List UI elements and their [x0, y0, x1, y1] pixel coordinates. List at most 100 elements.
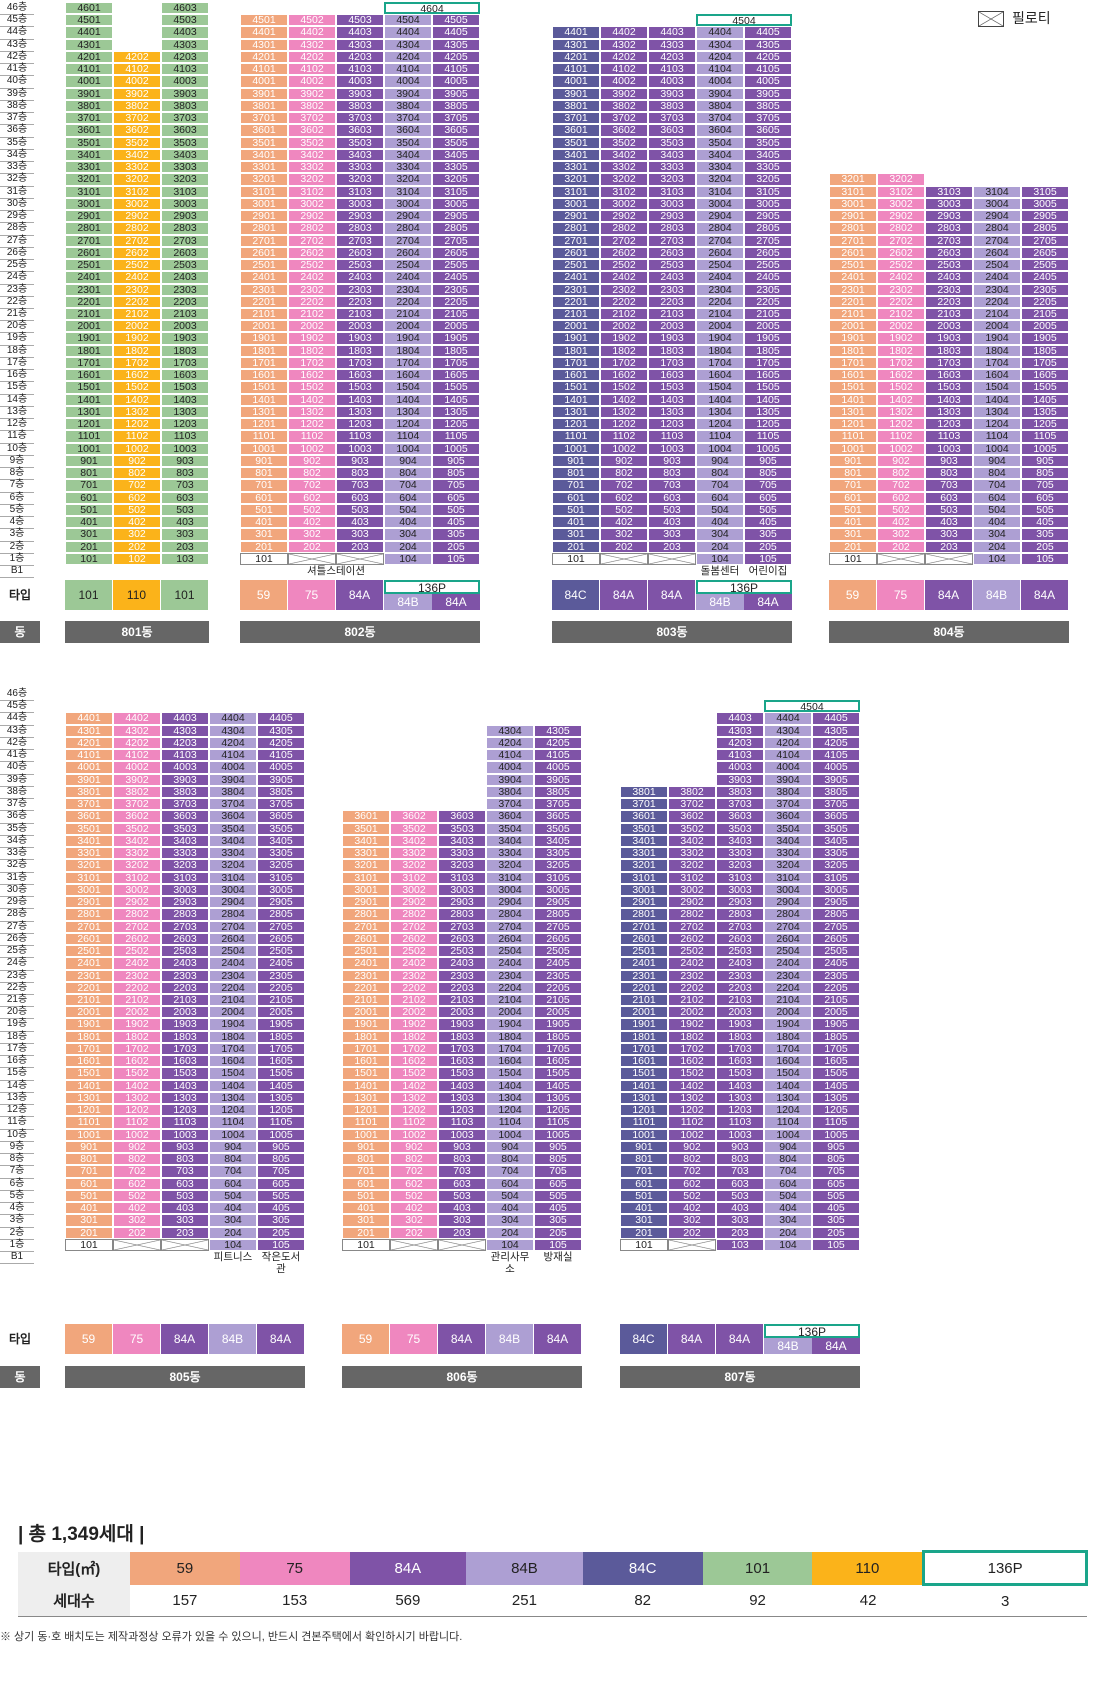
unit-cell: 2202 — [113, 981, 161, 994]
unit-cell: 3701 — [65, 798, 113, 811]
unit-cell: 402 — [113, 1202, 161, 1215]
unit-cell: 701 — [620, 1165, 668, 1178]
unit-cell: 402 — [113, 516, 161, 529]
type-cell: 84B — [764, 1338, 812, 1354]
floor-label: 36층 — [6, 124, 28, 136]
unit-cell: 2302 — [288, 283, 336, 296]
unit-cell: 2404 — [696, 271, 744, 284]
unit-cell: 1003 — [161, 442, 209, 455]
unit-cell: 4303 — [161, 724, 209, 737]
unit-cell: 2803 — [161, 222, 209, 235]
unit-cell: 1405 — [1021, 393, 1069, 406]
unit-cell: 2002 — [288, 320, 336, 333]
unit-cell: 501 — [342, 1189, 390, 1203]
unit-cell: 2304 — [486, 969, 534, 982]
unit-cell: 205 — [744, 540, 792, 553]
unit-cell: 3101 — [552, 185, 600, 198]
unit-cell: 801 — [620, 1153, 668, 1166]
unit-cell: 1103 — [648, 430, 696, 443]
unit-cell: 2303 — [161, 283, 209, 296]
unit-cell: 503 — [438, 1189, 486, 1203]
unit-cell: 305 — [432, 528, 480, 541]
unit-cell: 105 — [432, 552, 480, 566]
unit-cell: 1202 — [113, 418, 161, 431]
unit-cell: 1301 — [829, 405, 877, 419]
unit-cell: 1505 — [812, 1067, 860, 1080]
unit-cell: 2202 — [113, 295, 161, 308]
unit-cell: 4105 — [744, 63, 792, 76]
unit-cell: 2201 — [240, 295, 288, 308]
unit-cell: 505 — [432, 503, 480, 517]
type-cell: 75 — [113, 1324, 161, 1354]
unit-cell: 1704 — [486, 1042, 534, 1056]
unit-cell: 1703 — [925, 356, 973, 370]
unit-cell: 603 — [336, 491, 384, 504]
unit-cell: 704 — [764, 1165, 812, 1178]
unit-cell: 2504 — [384, 259, 432, 272]
unit-cell: 1704 — [696, 356, 744, 370]
unit-cell: 903 — [716, 1140, 764, 1154]
floor-label: 35층 — [6, 136, 28, 148]
unit-cell: 3504 — [764, 822, 812, 835]
unit-cell: 2801 — [65, 222, 113, 235]
unit-cell: 1805 — [812, 1030, 860, 1043]
unit-cell: 2401 — [65, 271, 113, 284]
unit-cell: 2604 — [384, 246, 432, 260]
unit-cell: 3802 — [288, 99, 336, 113]
type-cell-136P: 136P — [696, 580, 792, 594]
unit-cell: 1004 — [764, 1128, 812, 1141]
unit-cell: 1403 — [161, 1079, 209, 1092]
unit-cell: 3201 — [620, 859, 668, 872]
unit-cell: 1403 — [648, 393, 696, 406]
unit-cell: 3403 — [716, 834, 764, 848]
unit-cell: 2004 — [973, 320, 1021, 333]
unit-cell: 4101 — [552, 63, 600, 76]
unit-cell: 1001 — [620, 1128, 668, 1141]
unit-cell: 2501 — [65, 259, 113, 272]
unit-cell: 3704 — [696, 112, 744, 125]
type-cell: 84A — [744, 594, 792, 610]
unit-cell: 4405 — [744, 26, 792, 39]
unit-cell: 3102 — [288, 185, 336, 198]
unit-cell: 805 — [812, 1153, 860, 1166]
unit-cell: 1003 — [925, 442, 973, 455]
unit-cell: 3405 — [744, 148, 792, 162]
unit-cell: 2302 — [113, 283, 161, 296]
unit-cell: 1505 — [744, 381, 792, 394]
unit-cell: 702 — [600, 479, 648, 492]
unit-cell: 2702 — [113, 234, 161, 247]
unit-cell: 1602 — [668, 1055, 716, 1068]
type-cell: 75 — [390, 1324, 438, 1354]
unit-cell: 2602 — [600, 246, 648, 260]
unit-cell: 504 — [764, 1189, 812, 1203]
unit-cell: 3705 — [744, 112, 792, 125]
type-cell: 84C — [620, 1324, 668, 1354]
unit-cell: 903 — [161, 1140, 209, 1154]
floor-label: 9층 — [9, 454, 25, 466]
floor-label: 17층 — [6, 356, 28, 368]
unit-cell: 2702 — [668, 920, 716, 933]
unit-cell: 4304 — [764, 724, 812, 737]
unit-cell: 1903 — [336, 332, 384, 345]
unit-cell: 801 — [65, 1153, 113, 1166]
unit-cell: 2901 — [552, 210, 600, 223]
floor-label: 5층 — [9, 1189, 25, 1201]
unit-cell: 1703 — [336, 356, 384, 370]
unit-cell: 201 — [65, 1226, 113, 1239]
unit-cell: 3404 — [209, 834, 257, 848]
unit-cell: 1702 — [668, 1042, 716, 1056]
unit-cell: 1601 — [342, 1055, 390, 1068]
unit-cell: 4405 — [812, 712, 860, 725]
unit-cell: 2901 — [829, 210, 877, 223]
unit-cell: 1605 — [812, 1055, 860, 1068]
unit-cell: 2401 — [342, 957, 390, 970]
unit-cell: 3701 — [620, 798, 668, 811]
unit-cell: 2205 — [432, 295, 480, 308]
unit-cell: 2804 — [764, 908, 812, 921]
unit-cell: 1905 — [812, 1018, 860, 1031]
unit-cell: 2405 — [534, 957, 582, 970]
unit-cell: 1504 — [384, 381, 432, 394]
unit-cell: 2402 — [288, 271, 336, 284]
unit-cell: 4003 — [716, 761, 764, 774]
unit-cell: 2403 — [161, 957, 209, 970]
